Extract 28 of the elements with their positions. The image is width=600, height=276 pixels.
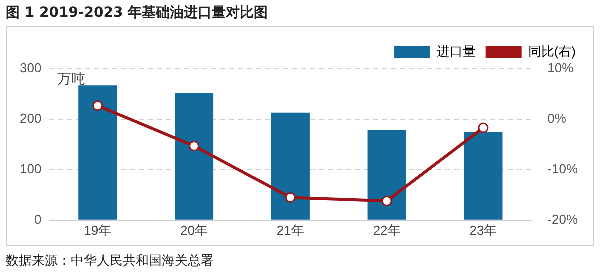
y-axis-title: 万吨 [58,72,86,88]
y-tick-label: 0 [34,212,42,227]
x-tick-label: 23年 [470,222,498,238]
bar [368,130,406,220]
y2-tick-label: 10% [548,60,574,76]
point [382,196,392,206]
legend-label: 进口量 [436,44,476,60]
y2-tick-label: -20% [548,212,578,227]
x-tick-label: 20年 [180,222,208,238]
y2-tick-label: 0% [548,111,567,126]
point [92,100,104,112]
point [478,122,489,134]
x-tick-label: 22年 [373,222,401,238]
legend-label: 同比(右) [528,44,576,60]
x-tick-label: 21年 [276,222,304,238]
bar [78,86,118,220]
y2-tick-label: -10% [548,162,578,177]
point [285,192,296,203]
bar [271,112,310,220]
y-tick-label: 200 [20,111,42,126]
x-tick-label: 19年 [84,222,112,238]
bar [464,132,503,220]
chart-title: 图 1 2019-2023 年基础油进口量对比图 [6,4,268,22]
y-tick-label: 100 [20,162,42,177]
bar [175,93,214,220]
y-tick-label: 300 [20,60,42,76]
source-note: 数据来源：中华人民共和国海关总署 [6,253,214,270]
point [189,140,200,152]
